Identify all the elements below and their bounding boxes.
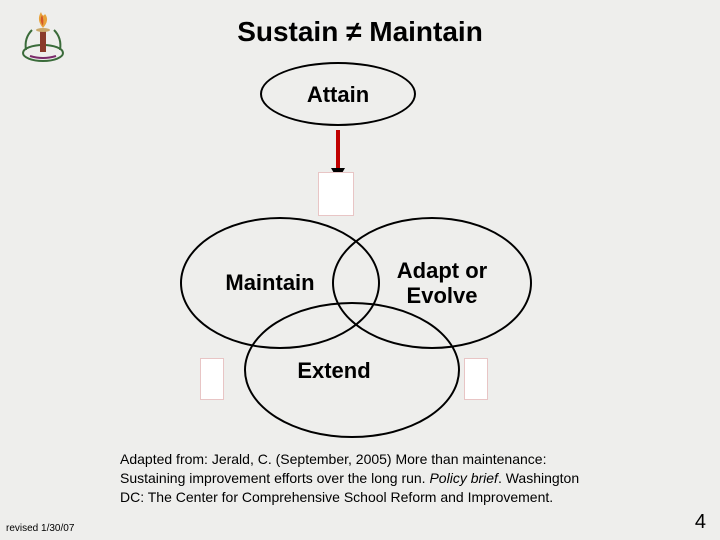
citation-line-3: DC: The Center for Comprehensive School … xyxy=(120,489,553,505)
footer-revised: revised 1/30/07 xyxy=(6,523,74,534)
page-title: Sustain ≠ Maintain xyxy=(0,16,720,48)
placeholder-left xyxy=(200,358,224,400)
citation-line-1: Adapted from: Jerald, C. (September, 200… xyxy=(120,451,546,467)
placeholder-center xyxy=(318,172,354,216)
footer-page-number: 4 xyxy=(695,511,706,534)
label-maintain: Maintain xyxy=(180,270,360,295)
placeholder-right xyxy=(464,358,488,400)
label-adapt-line1: Adapt or xyxy=(397,258,487,283)
label-adapt: Adapt or Evolve xyxy=(352,258,532,309)
citation-line-2: Sustaining improvement efforts over the … xyxy=(120,470,579,486)
label-attain: Attain xyxy=(260,82,416,107)
citation-text: Adapted from: Jerald, C. (September, 200… xyxy=(120,450,630,507)
label-adapt-line2: Evolve xyxy=(407,283,478,308)
label-extend: Extend xyxy=(244,358,424,383)
